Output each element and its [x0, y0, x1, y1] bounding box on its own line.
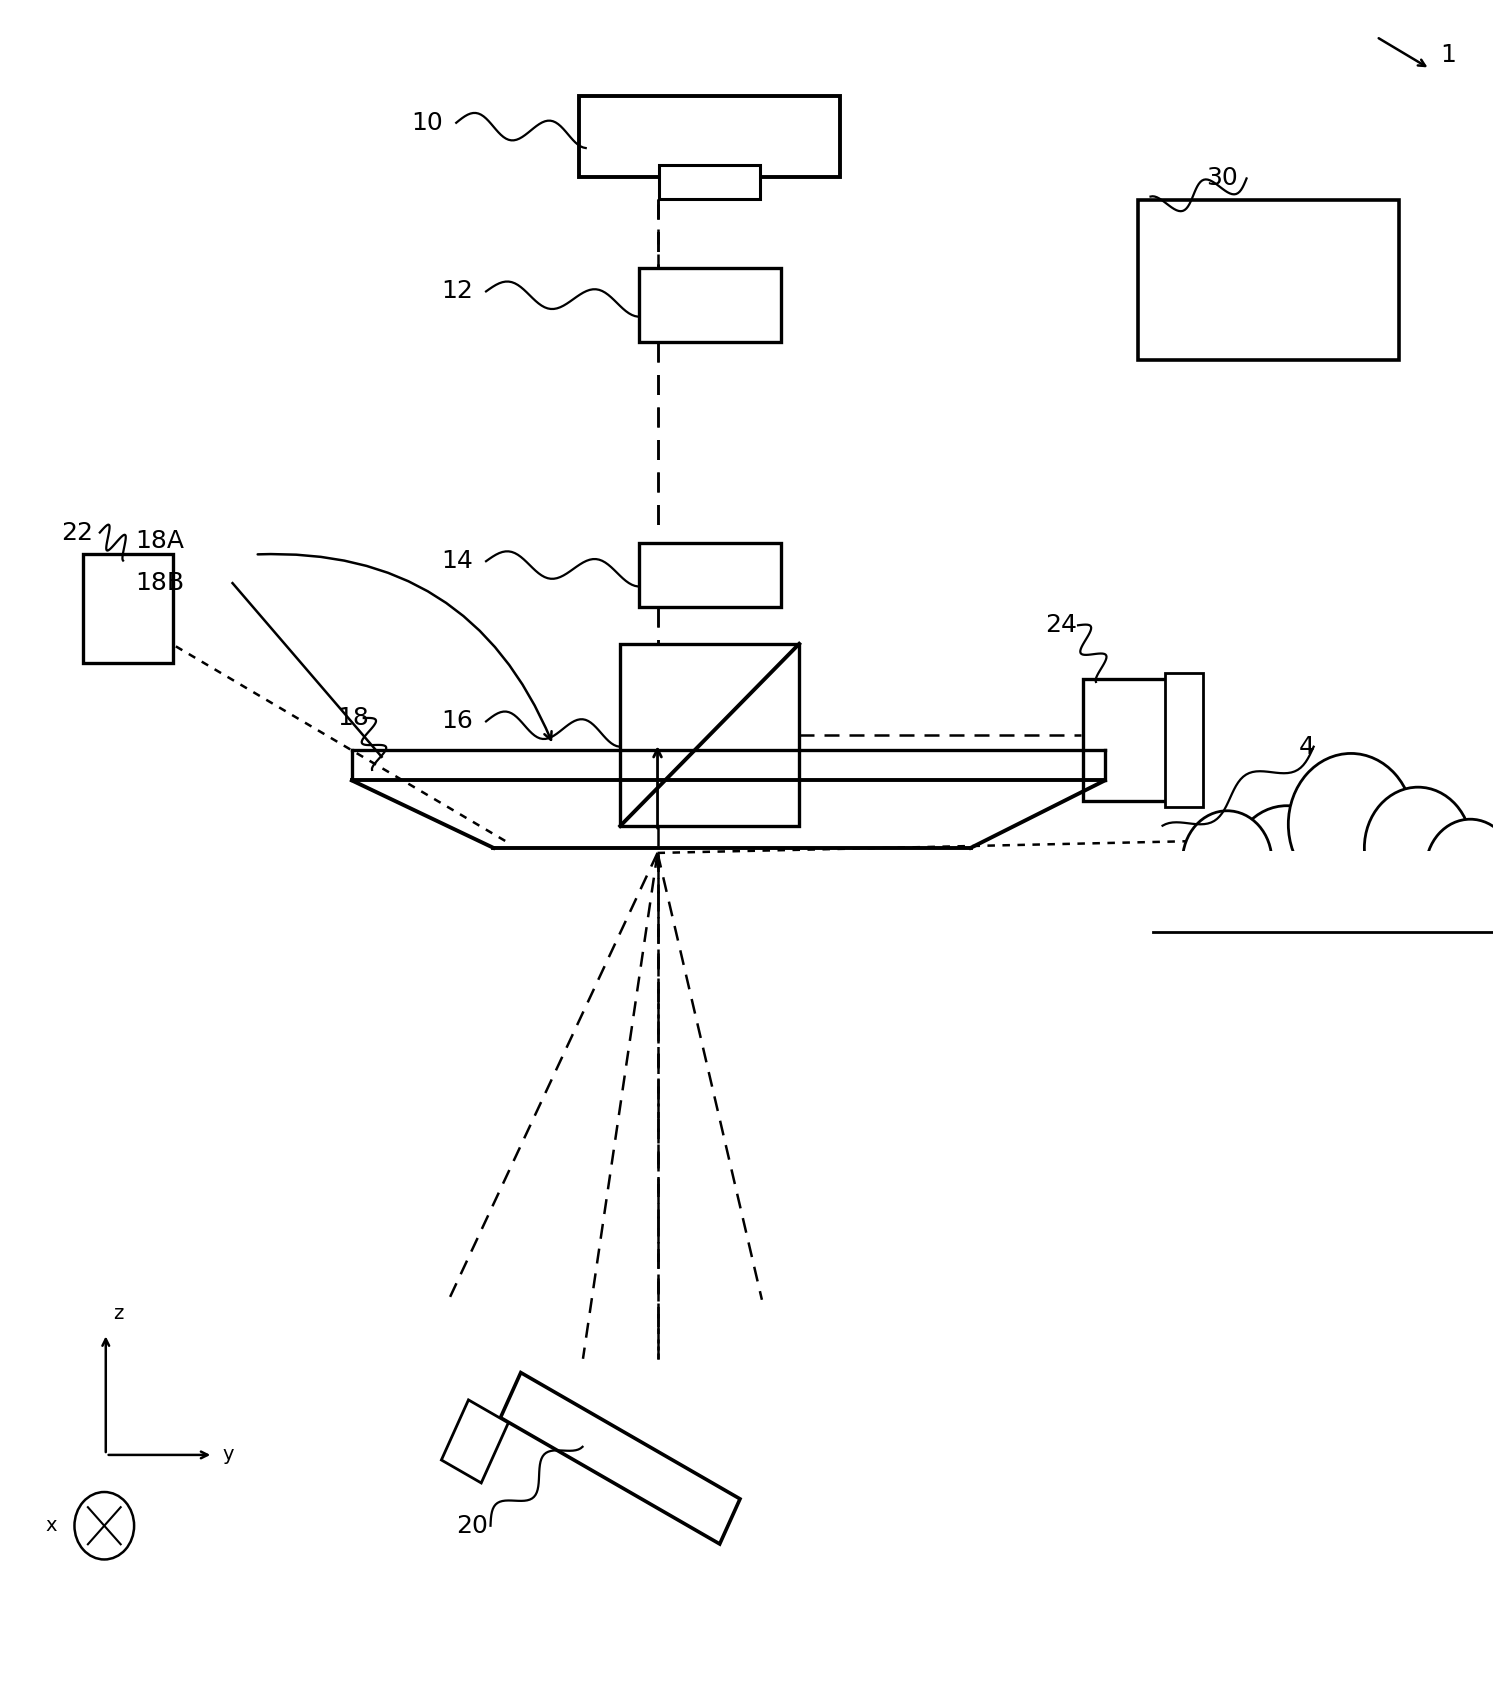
Polygon shape	[500, 1373, 740, 1544]
Circle shape	[1182, 811, 1271, 912]
Polygon shape	[441, 1400, 508, 1483]
Text: 18B: 18B	[136, 571, 185, 595]
Text: 18A: 18A	[136, 529, 185, 552]
Text: 16: 16	[441, 709, 474, 733]
Text: y: y	[223, 1446, 233, 1464]
Bar	[639, 269, 780, 341]
Text: 4: 4	[1298, 735, 1315, 758]
Text: 22: 22	[61, 520, 93, 544]
Text: 14: 14	[441, 549, 474, 573]
Circle shape	[1425, 819, 1494, 921]
Circle shape	[75, 1491, 134, 1559]
Bar	[659, 166, 760, 199]
Text: z: z	[114, 1304, 124, 1324]
Bar	[580, 96, 840, 177]
Bar	[1083, 679, 1171, 801]
Text: 20: 20	[456, 1513, 489, 1537]
Circle shape	[1364, 787, 1472, 909]
Text: 10: 10	[411, 111, 444, 135]
Circle shape	[1288, 753, 1413, 895]
Bar	[1152, 851, 1494, 949]
Bar	[639, 542, 780, 606]
Bar	[1165, 672, 1203, 807]
Circle shape	[1230, 806, 1343, 934]
Text: x: x	[45, 1517, 57, 1535]
Text: 1: 1	[1440, 44, 1457, 68]
Text: 30: 30	[1206, 167, 1239, 191]
Text: 12: 12	[441, 279, 474, 304]
Bar	[620, 644, 799, 826]
Text: 24: 24	[1046, 613, 1077, 637]
Bar	[84, 554, 173, 664]
Bar	[1138, 199, 1400, 360]
Text: 18: 18	[338, 706, 369, 730]
